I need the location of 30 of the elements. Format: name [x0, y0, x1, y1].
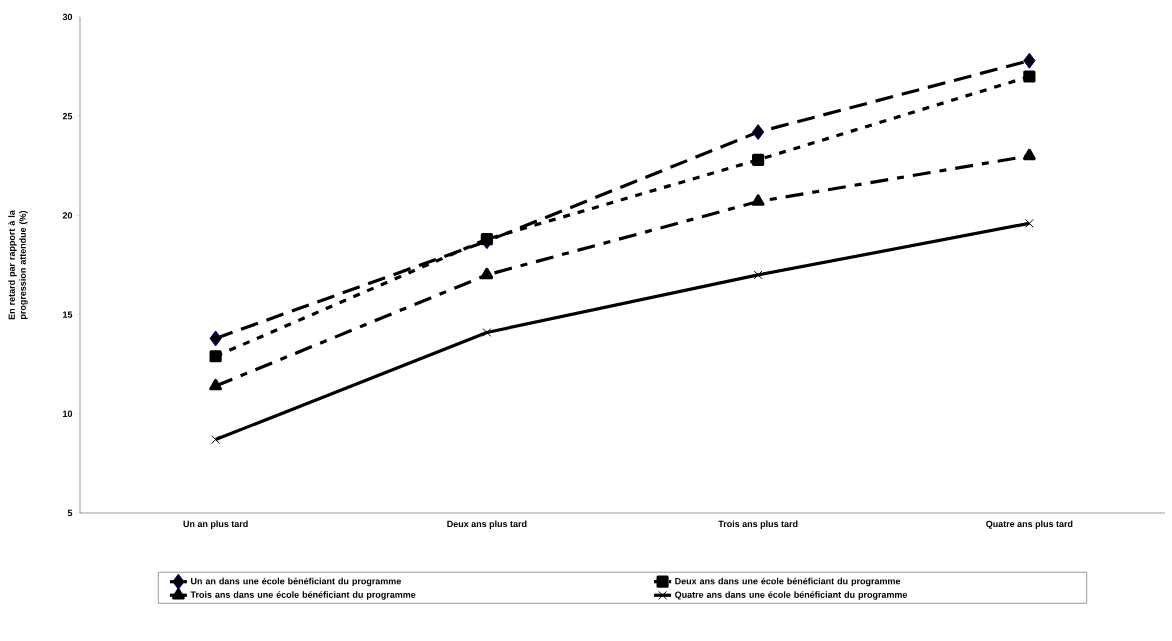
point [1023, 52, 1036, 69]
point [752, 124, 765, 141]
point [211, 435, 221, 444]
point [480, 233, 493, 246]
x-tick-label: Trois ans plus tard [718, 520, 798, 529]
point [752, 153, 765, 166]
legend-label: Trois ans dans une école bénéficiant du programme [190, 591, 416, 600]
point [1023, 70, 1036, 83]
point [209, 330, 222, 347]
point [753, 270, 763, 280]
point [209, 350, 222, 363]
point [482, 328, 492, 337]
y-tick-label: 30 [62, 13, 73, 21]
point [1024, 218, 1034, 228]
point [480, 267, 494, 280]
legend-label: Quatre ans dans une école bénéficiant du programme [675, 591, 908, 600]
y-tick-label: 10 [63, 410, 73, 417]
y-tick-label: 15 [63, 311, 73, 318]
point [751, 194, 765, 206]
x-tick-label: Quatre ans plus tard [986, 520, 1073, 529]
point [209, 378, 222, 391]
y-axis-title: En retard par rapport à la progression attendue (%) [8, 210, 28, 320]
legend-label: Un an dans une école bénéficiant du programme [191, 577, 401, 587]
x-tick-label: Deux ans plus tard [447, 520, 527, 529]
y-tick-label: 20 [62, 212, 73, 219]
y-tick-label: 5 [67, 509, 73, 517]
point [1023, 148, 1036, 161]
y-tick-label: 25 [62, 113, 73, 120]
x-tick-label: Un an plus tard [183, 520, 248, 529]
legend-label: Deux ans dans une école bénéficiant du programme [675, 577, 901, 587]
